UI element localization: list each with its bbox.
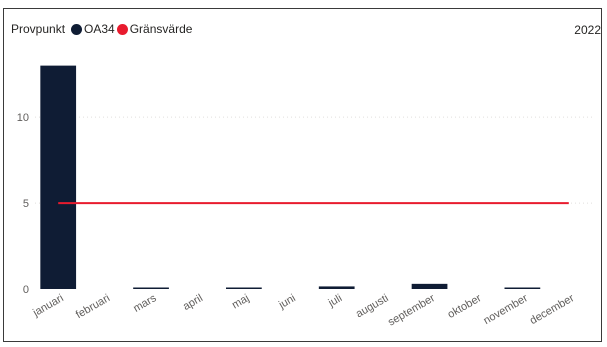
bar-oa34-november <box>504 287 541 289</box>
x-tick-label-september: september <box>386 292 437 329</box>
x-tick-label-januari: januari <box>30 292 65 319</box>
chart-legend: Provpunkt OA34 Gränsvärde <box>11 21 194 37</box>
legend-title: Provpunkt <box>11 22 66 36</box>
bar-oa34-maj <box>226 287 262 289</box>
x-tick-label-mars: mars <box>131 292 159 315</box>
x-tick-label-februari: februari <box>74 292 112 321</box>
year-label: 2022 <box>574 23 601 37</box>
legend-item-oa34[interactable]: OA34 <box>71 22 115 36</box>
legend-label-oa34: OA34 <box>84 22 115 36</box>
x-tick-label-augusti: augusti <box>354 292 391 320</box>
x-tick-label-maj: maj <box>230 292 251 311</box>
y-tick-label-0: 0 <box>23 284 29 296</box>
x-tick-label-april: april <box>181 292 205 313</box>
legend-label-gransvarde: Gränsvärde <box>129 22 193 36</box>
y-tick-label-5: 5 <box>23 198 29 210</box>
y-tick-label-10: 10 <box>17 112 29 124</box>
legend-marker-oa34 <box>71 23 83 35</box>
legend-item-gransvarde[interactable]: Gränsvärde <box>116 22 193 36</box>
chart-frame <box>3 8 602 342</box>
bar-oa34-januari <box>40 65 77 289</box>
x-tick-label-november: november <box>482 292 531 327</box>
legend-marker-gransvarde <box>116 23 128 35</box>
bar-oa34-mars <box>133 287 169 289</box>
x-tick-label-juni: juni <box>276 292 298 311</box>
x-tick-label-december: december <box>528 292 577 327</box>
x-tick-label-juli: juli <box>326 292 345 310</box>
x-tick-label-oktober: oktober <box>446 292 484 321</box>
bar-oa34-juli <box>318 286 355 289</box>
bar-oa34-september <box>411 283 448 289</box>
